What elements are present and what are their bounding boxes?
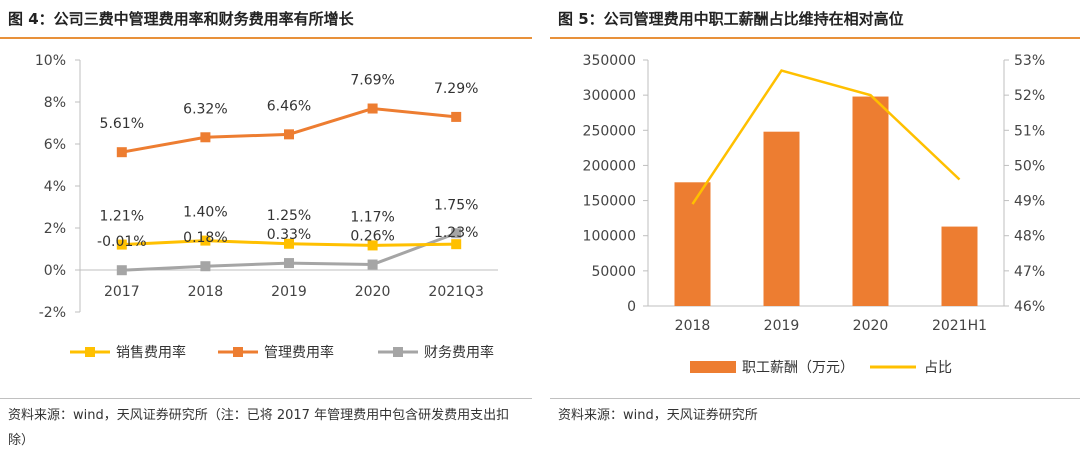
title-rule-right <box>550 37 1080 39</box>
y-right-tick-label: 49% <box>1014 194 1045 210</box>
bar-salary <box>674 182 711 306</box>
x-tick-label: 2018 <box>188 284 224 300</box>
y-left-tick-label: 300000 <box>583 88 636 104</box>
series-admin-ratio-data-label: 7.29% <box>434 81 478 97</box>
series-sales-ratio-marker <box>200 235 211 246</box>
series-sales-ratio-data-label: 1.25% <box>267 208 311 224</box>
bar-salary <box>763 131 800 306</box>
x-tick-label: 2020 <box>853 318 889 334</box>
series-sales-ratio-data-label: 1.21% <box>100 209 144 225</box>
series-sales-ratio-data-label: 1.17% <box>350 209 394 225</box>
chart-title-left: 图 4：公司三费中管理费用率和财务费用率有所增长 <box>8 10 354 28</box>
y-tick-label: 8% <box>44 95 66 111</box>
series-finance-ratio-data-label: -0.01% <box>97 234 147 250</box>
y-right-tick-label: 48% <box>1014 229 1045 245</box>
series-finance-ratio-data-label: 0.26% <box>350 229 394 245</box>
y-tick-label: -2% <box>39 305 66 321</box>
y-tick-label: 6% <box>44 137 66 153</box>
legend-label-share: 占比 <box>924 360 952 376</box>
y-right-tick-label: 46% <box>1014 299 1045 315</box>
series-finance-ratio-marker <box>116 265 127 276</box>
y-left-tick-label: 200000 <box>583 158 636 174</box>
series-share-line <box>691 69 961 205</box>
chart-panel-right: 图 5：公司管理费用中职工薪酬占比维持在相对高位 0 50000 100000 150… <box>550 0 1080 461</box>
series-sales-ratio-data-label: 1.40% <box>183 205 227 221</box>
y-tick-label: 10% <box>35 53 66 69</box>
y-left-tick-label: 50000 <box>591 264 636 280</box>
series-finance-ratio-marker <box>367 259 378 270</box>
x-tick-label: 2019 <box>271 284 307 300</box>
y-tick-label: 2% <box>44 221 66 237</box>
y-right-tick-label: 50% <box>1014 158 1045 174</box>
series-admin-ratio-marker <box>367 103 378 114</box>
y-right-tick-label: 52% <box>1014 88 1045 104</box>
series-finance-ratio-marker <box>200 261 211 272</box>
series-finance-ratio-marker <box>284 258 294 269</box>
y-right-tick-label: 53% <box>1014 53 1045 69</box>
y-left-tick-label: 100000 <box>583 229 636 245</box>
series-finance-ratio-data-label: 0.33% <box>267 227 311 243</box>
series-admin-ratio-data-label: 6.32% <box>183 101 227 117</box>
x-tick-label: 2021H1 <box>932 318 987 334</box>
x-tick-label: 2020 <box>355 284 391 300</box>
legend-label-salary: 职工薪酬（万元） <box>742 360 854 376</box>
series-finance-ratio-data-label: 0.18% <box>183 230 227 246</box>
series-finance-ratio-marker <box>451 228 462 239</box>
series-admin-ratio-marker <box>200 132 211 143</box>
y-left-tick-label: 350000 <box>583 53 636 69</box>
bar-line-chart-salary-share: 0 50000 100000 150000 200000 250000 300000 3500… <box>583 53 1046 376</box>
y-right-tick-label: 47% <box>1014 264 1045 280</box>
y-tick-label: 0% <box>44 263 66 279</box>
y-left-tick-label: 150000 <box>583 194 636 210</box>
legend-label-series-finance-ratio: 财务费用率 <box>424 344 494 361</box>
y-left-tick-label: 250000 <box>583 123 636 139</box>
bar-salary <box>852 96 889 306</box>
x-tick-label: 2019 <box>764 318 800 334</box>
series-admin-ratio-data-label: 6.46% <box>267 98 311 114</box>
title-rule-left <box>0 37 532 39</box>
legend-marker-series-admin-ratio <box>233 347 243 357</box>
y-right-tick-label: 51% <box>1014 123 1045 139</box>
source-rule-right <box>550 398 1080 399</box>
legend-marker-series-sales-ratio <box>85 347 95 357</box>
source-note-right: 资料来源：wind，天风证券研究所 <box>558 408 758 423</box>
bar-salary <box>941 226 978 306</box>
x-tick-label: 2017 <box>104 284 140 300</box>
y-left-tick-label: 0 <box>627 299 636 315</box>
series-sales-ratio-marker <box>451 239 462 250</box>
series-sales-ratio-marker <box>367 240 378 251</box>
series-sales-ratio-data-label: 1.23% <box>434 225 478 241</box>
legend-label-series-sales-ratio: 销售费用率 <box>116 344 186 361</box>
series-admin-ratio-marker <box>116 147 127 158</box>
source-note-left: 资料来源：wind，天风证券研究所（注：已将 2017 年管理费用中包含研发费用… <box>8 408 510 448</box>
x-tick-label: 2018 <box>675 318 711 334</box>
y-tick-label: 4% <box>44 179 66 195</box>
series-sales-ratio-marker <box>284 238 294 249</box>
chart-panel-left: 图 4：公司三费中管理费用率和财务费用率有所增长 -2% 0% 2% 4% 6% 8% 10… <box>0 0 532 461</box>
series-admin-ratio-data-label: 5.61% <box>100 116 144 132</box>
series-sales-ratio-marker <box>116 239 127 250</box>
legend-marker-series-finance-ratio <box>393 347 403 357</box>
source-rule-left <box>0 398 532 399</box>
series-admin-ratio-marker <box>451 111 462 122</box>
series-admin-ratio-marker <box>284 129 294 140</box>
legend-swatch-salary <box>690 361 736 373</box>
series-finance-ratio-data-label: 1.75% <box>434 197 478 213</box>
x-tick-label: 2021Q3 <box>428 284 484 300</box>
legend-label-series-admin-ratio: 管理费用率 <box>264 344 334 361</box>
chart-title-right: 图 5：公司管理费用中职工薪酬占比维持在相对高位 <box>558 10 904 28</box>
series-admin-ratio-data-label: 7.69% <box>350 73 394 89</box>
line-chart-expense-ratios: -2% 0% 2% 4% 6% 8% 10% 2017 2018 2019 2020 2021Q3 5.… <box>35 53 498 361</box>
